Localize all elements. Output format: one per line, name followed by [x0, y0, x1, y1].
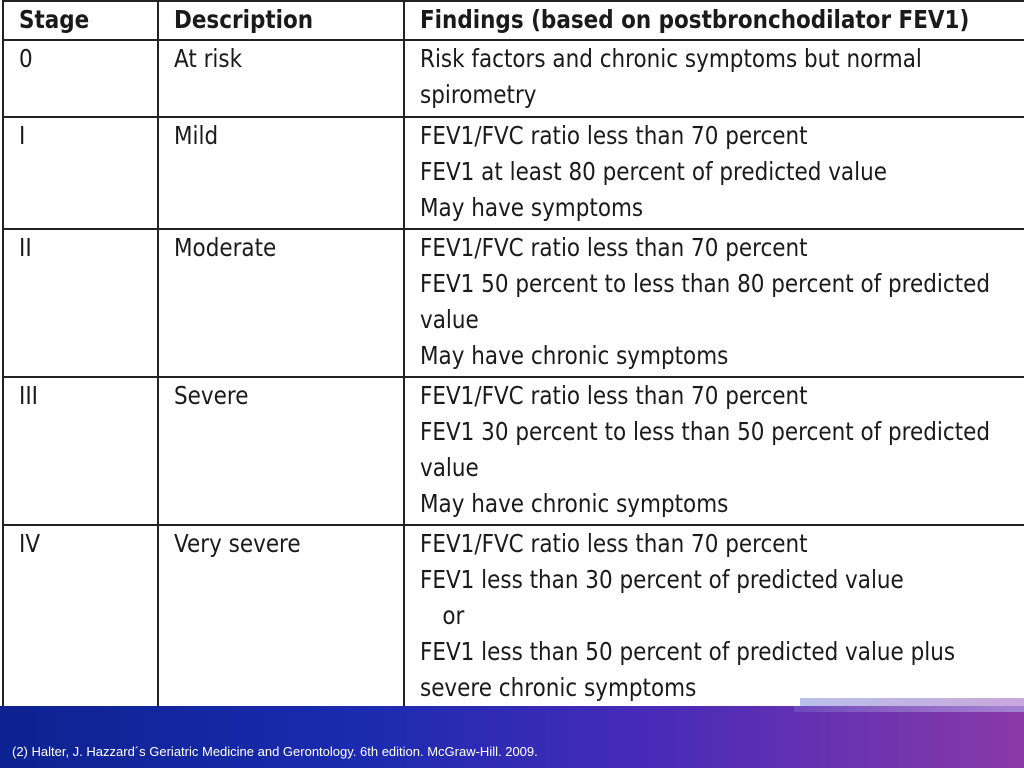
- finding-line: spirometry: [420, 80, 537, 109]
- copd-stage-table: Stage Description Findings (based on pos…: [2, 0, 1024, 706]
- header-stage: Stage: [2, 0, 159, 41]
- findings-cell: FEV1/FVC ratio less than 70 percent FEV1…: [403, 524, 1024, 706]
- findings-cell: Risk factors and chronic symptoms but no…: [403, 39, 1024, 118]
- finding-line: value: [420, 305, 479, 334]
- table-row: 0 At risk Risk factors and chronic sympt…: [2, 39, 1024, 118]
- footer-bar: (2) Halter, J. Hazzard´s Geriatric Medic…: [0, 698, 1024, 768]
- finding-line: value: [420, 453, 479, 482]
- description-cell: Very severe: [157, 524, 405, 706]
- footer-citation: (2) Halter, J. Hazzard´s Geriatric Medic…: [12, 744, 538, 759]
- table-row: IV Very severe FEV1/FVC ratio less than …: [2, 524, 1024, 706]
- finding-line: May have chronic symptoms: [420, 489, 729, 518]
- stage-cell: II: [2, 228, 159, 378]
- footer-accent-strip: [800, 698, 1024, 706]
- finding-line: FEV1/FVC ratio less than 70 percent: [420, 381, 808, 410]
- table-row: III Severe FEV1/FVC ratio less than 70 p…: [2, 376, 1024, 526]
- finding-line: May have symptoms: [420, 193, 644, 222]
- table-row: II Moderate FEV1/FVC ratio less than 70 …: [2, 228, 1024, 378]
- finding-line: May have chronic symptoms: [420, 341, 729, 370]
- table-header-row: Stage Description Findings (based on pos…: [2, 0, 1024, 41]
- stage-cell: 0: [2, 39, 159, 118]
- finding-line: FEV1/FVC ratio less than 70 percent: [420, 529, 808, 558]
- header-description: Description: [157, 0, 405, 41]
- stage-cell: IV: [2, 524, 159, 706]
- description-cell: Moderate: [157, 228, 405, 378]
- finding-line: Risk factors and chronic symptoms but no…: [420, 44, 922, 73]
- footer-highlight: [794, 706, 1024, 712]
- finding-line: FEV1 30 percent to less than 50 percent …: [420, 417, 991, 446]
- finding-line: FEV1 50 percent to less than 80 percent …: [420, 269, 991, 298]
- findings-cell: FEV1/FVC ratio less than 70 percent FEV1…: [403, 376, 1024, 526]
- table-row: I Mild FEV1/FVC ratio less than 70 perce…: [2, 116, 1024, 230]
- description-cell: At risk: [157, 39, 405, 118]
- finding-line: FEV1 less than 50 percent of predicted v…: [420, 637, 956, 666]
- header-findings: Findings (based on postbronchodilator FE…: [403, 0, 1024, 41]
- finding-line: severe chronic symptoms: [420, 673, 697, 702]
- findings-cell: FEV1/FVC ratio less than 70 percent FEV1…: [403, 116, 1024, 230]
- description-cell: Severe: [157, 376, 405, 526]
- findings-cell: FEV1/FVC ratio less than 70 percent FEV1…: [403, 228, 1024, 378]
- description-cell: Mild: [157, 116, 405, 230]
- copd-stage-table-container: Stage Description Findings (based on pos…: [2, 0, 1024, 706]
- finding-line: FEV1/FVC ratio less than 70 percent: [420, 233, 808, 262]
- finding-line: FEV1/FVC ratio less than 70 percent: [420, 121, 808, 150]
- finding-line: FEV1 at least 80 percent of predicted va…: [420, 157, 887, 186]
- stage-cell: III: [2, 376, 159, 526]
- finding-line: FEV1 less than 30 percent of predicted v…: [420, 565, 904, 594]
- stage-cell: I: [2, 116, 159, 230]
- finding-line: or: [442, 601, 465, 630]
